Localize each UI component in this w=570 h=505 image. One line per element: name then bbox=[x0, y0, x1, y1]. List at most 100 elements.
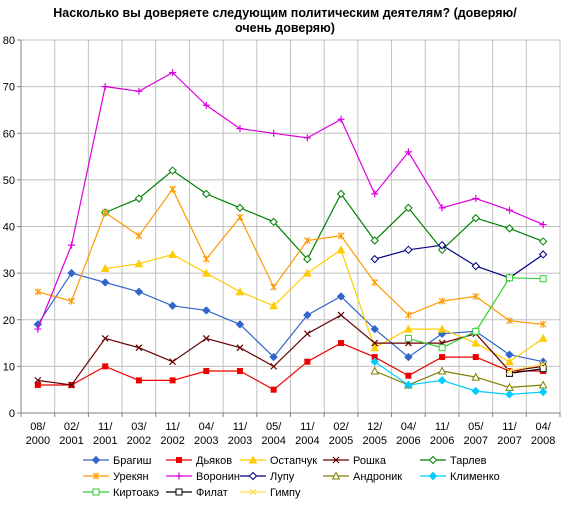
data-point bbox=[505, 206, 513, 214]
data-point bbox=[67, 268, 76, 278]
series-12 bbox=[506, 360, 547, 375]
legend-marker bbox=[176, 457, 182, 463]
data-point bbox=[370, 236, 379, 245]
data-point bbox=[236, 213, 244, 221]
x-tick-label: 03/2002 bbox=[127, 421, 151, 447]
data-point bbox=[471, 261, 480, 271]
legend-item: Рошка bbox=[323, 455, 387, 467]
data-point bbox=[538, 333, 548, 342]
chart-title-line-1: Насколько вы доверяете следующим политич… bbox=[53, 6, 517, 20]
data-point bbox=[202, 306, 211, 315]
legend-label: Киртоакэ bbox=[113, 487, 160, 499]
data-point bbox=[370, 357, 379, 366]
legend-item: Урекян bbox=[83, 471, 149, 483]
data-point bbox=[505, 274, 513, 282]
y-tick-label: 50 bbox=[3, 175, 15, 187]
series-line-6 bbox=[37, 71, 544, 330]
data-point bbox=[235, 203, 245, 213]
series-line-11 bbox=[509, 368, 544, 374]
data-point bbox=[68, 297, 75, 305]
data-point bbox=[371, 190, 379, 198]
data-point bbox=[100, 263, 110, 272]
y-tick-label: 20 bbox=[3, 315, 15, 327]
data-point bbox=[135, 344, 143, 352]
data-point bbox=[236, 125, 244, 133]
series-line-1 bbox=[37, 342, 544, 391]
data-point bbox=[34, 288, 42, 296]
legend-marker bbox=[428, 471, 438, 481]
legend-marker bbox=[248, 455, 258, 464]
data-point bbox=[437, 376, 447, 385]
legend-item: Клименко bbox=[420, 471, 500, 483]
series-line-5 bbox=[37, 188, 544, 325]
legend-item: Филат bbox=[166, 487, 228, 499]
data-point bbox=[270, 386, 277, 393]
data-point bbox=[168, 166, 177, 175]
series-9 bbox=[370, 357, 548, 399]
x-tick-label: 11/2006 bbox=[430, 421, 454, 447]
data-point bbox=[202, 255, 210, 263]
legend-marker bbox=[331, 471, 341, 480]
data-point bbox=[437, 240, 447, 250]
data-point bbox=[439, 354, 446, 361]
data-point bbox=[539, 360, 547, 368]
x-tick-label: 02/2005 bbox=[329, 421, 353, 447]
data-point bbox=[135, 377, 142, 384]
data-point bbox=[135, 87, 143, 95]
data-point bbox=[235, 320, 245, 329]
chart-title: Насколько вы доверяете следующим политич… bbox=[53, 6, 517, 35]
data-point bbox=[303, 254, 312, 264]
legend-label: Гимпу bbox=[270, 487, 301, 499]
legend-label: Лупу bbox=[270, 471, 295, 483]
x-tick-label: 11/2004 bbox=[295, 421, 319, 447]
data-point bbox=[437, 324, 447, 333]
data-point bbox=[101, 83, 109, 91]
data-point bbox=[539, 320, 547, 328]
y-tick-label: 60 bbox=[3, 128, 15, 140]
data-point bbox=[505, 357, 514, 366]
data-point bbox=[101, 209, 109, 217]
legend-item: Воронин bbox=[166, 471, 240, 483]
data-point bbox=[337, 115, 345, 123]
series-10 bbox=[404, 274, 547, 352]
data-point bbox=[235, 287, 245, 296]
data-point bbox=[405, 311, 412, 319]
data-point bbox=[134, 259, 144, 268]
legend-label: Тарлев bbox=[450, 455, 487, 467]
data-point bbox=[471, 213, 480, 223]
data-point bbox=[371, 278, 379, 286]
legend-item: Лупу bbox=[240, 471, 295, 483]
data-point bbox=[404, 324, 413, 333]
data-point bbox=[337, 232, 345, 240]
series-line-9 bbox=[374, 361, 544, 396]
legend-marker bbox=[249, 488, 257, 496]
y-tick-label: 80 bbox=[3, 35, 15, 47]
legend-label: Филат bbox=[196, 487, 228, 499]
data-point bbox=[404, 352, 413, 362]
data-point bbox=[539, 365, 547, 373]
series-4 bbox=[101, 166, 548, 264]
series-6 bbox=[34, 69, 547, 333]
data-point bbox=[202, 334, 210, 342]
legend-item: Андроник bbox=[323, 471, 402, 483]
legend-marker bbox=[175, 488, 183, 496]
grid bbox=[21, 39, 561, 413]
data-point bbox=[203, 368, 210, 375]
data-point bbox=[539, 275, 547, 283]
legend-marker bbox=[92, 488, 100, 496]
data-point bbox=[472, 327, 480, 335]
data-point bbox=[370, 343, 380, 352]
y-axis-ticks: 0 10 20 30 40 50 60 70 80 bbox=[3, 35, 21, 420]
legend-item: Дьяков bbox=[166, 455, 232, 467]
series-line-0 bbox=[37, 272, 544, 363]
legend-label: Рошка bbox=[353, 455, 387, 467]
legend-label: Клименко bbox=[450, 471, 500, 483]
x-tick-label: 11/2007 bbox=[497, 421, 521, 447]
data-point bbox=[538, 387, 548, 397]
data-point bbox=[135, 232, 143, 240]
legend-marker bbox=[92, 472, 100, 480]
data-point bbox=[169, 377, 176, 384]
legend-item: Брагиш bbox=[83, 455, 152, 467]
series-line-3 bbox=[37, 314, 544, 386]
